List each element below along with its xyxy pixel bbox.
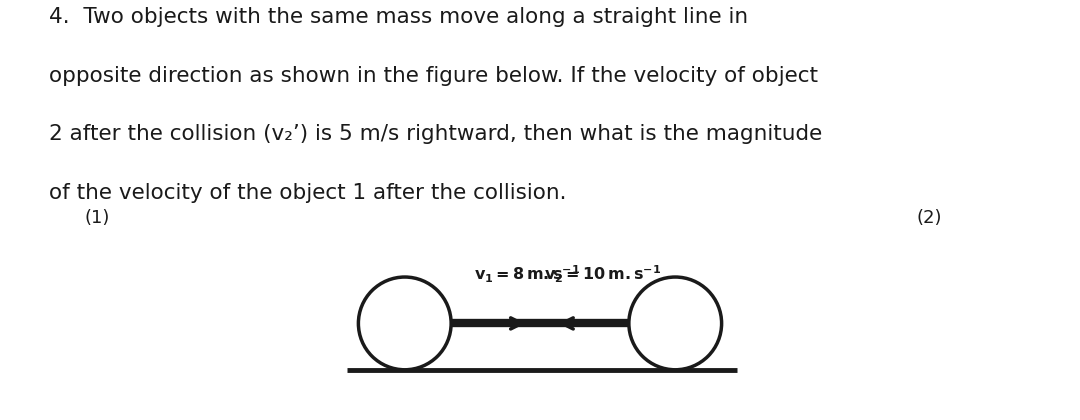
Text: 2 after the collision (v₂’) is 5 m/s rightward, then what is the magnitude: 2 after the collision (v₂’) is 5 m/s rig…: [49, 124, 822, 144]
Text: 4.  Two objects with the same mass move along a straight line in: 4. Two objects with the same mass move a…: [49, 7, 747, 27]
Text: of the velocity of the object 1 after the collision.: of the velocity of the object 1 after th…: [49, 183, 566, 203]
Text: $\mathbf{v_2}$$\mathbf{ = 10\,m.s^{-1}}$: $\mathbf{v_2}$$\mathbf{ = 10\,m.s^{-1}}$: [544, 263, 661, 285]
Text: opposite direction as shown in the figure below. If the velocity of object: opposite direction as shown in the figur…: [49, 66, 818, 86]
Text: $\mathbf{v_1}$$\mathbf{ = 8\,m.s^{-1}}$: $\mathbf{v_1}$$\mathbf{ = 8\,m.s^{-1}}$: [474, 263, 580, 285]
Circle shape: [359, 277, 451, 370]
Text: (1): (1): [84, 209, 110, 226]
Circle shape: [629, 277, 721, 370]
Text: (2): (2): [916, 209, 942, 226]
